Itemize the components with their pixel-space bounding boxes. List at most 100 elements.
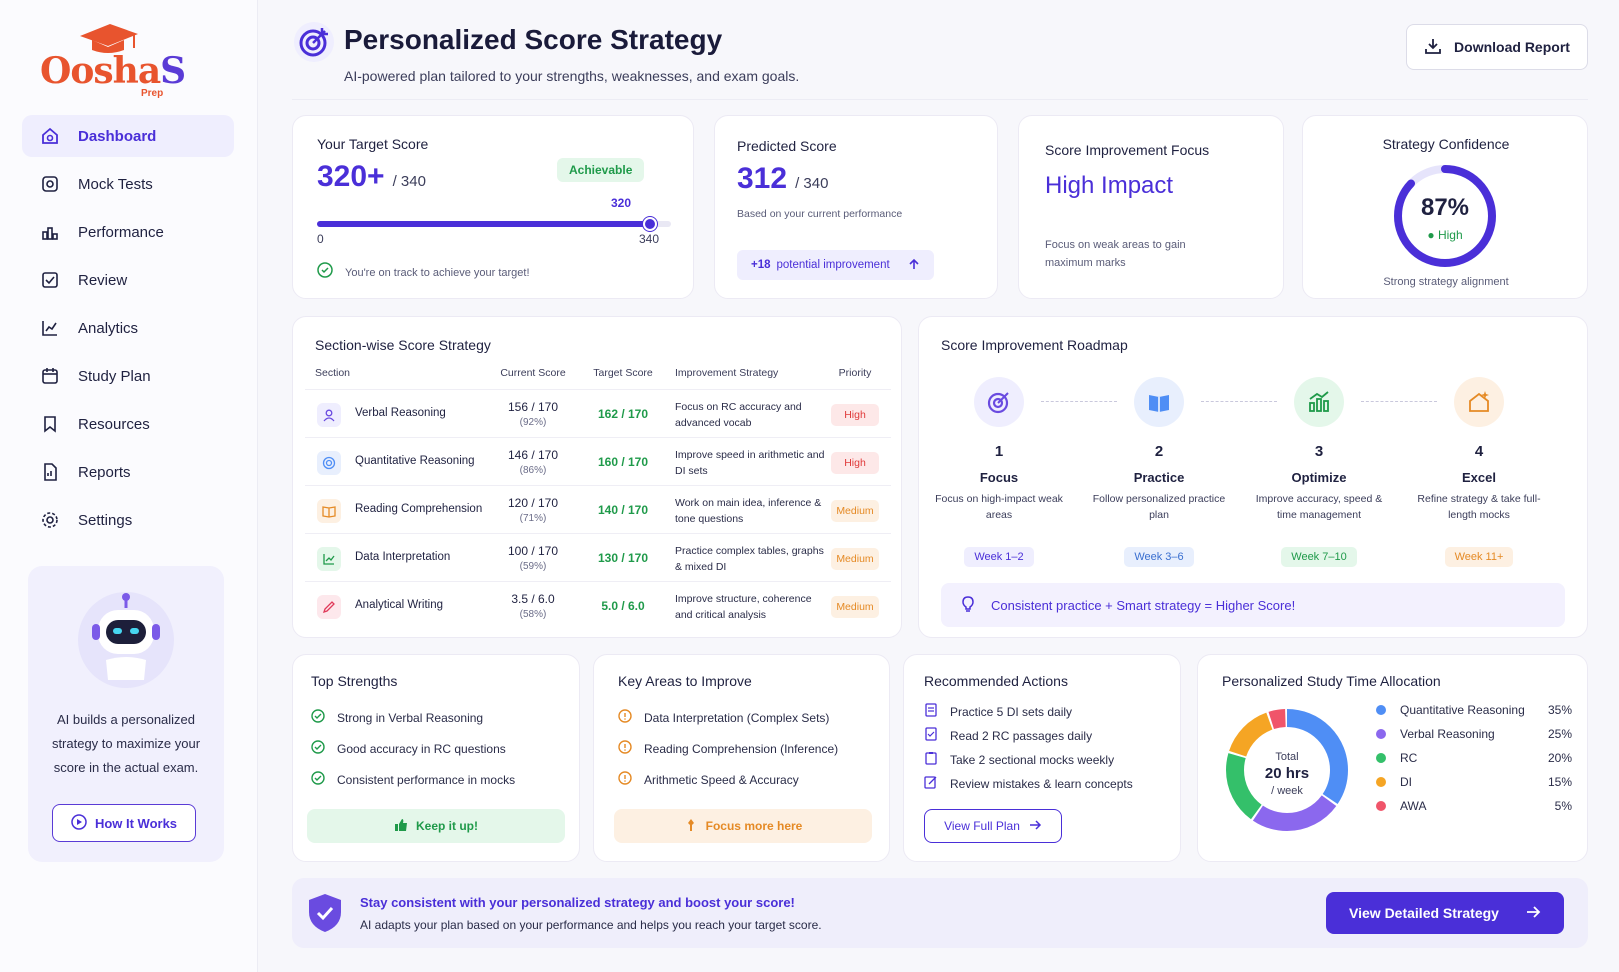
chart-icon xyxy=(317,547,341,571)
improve-text: Reading Comprehension (Inference) xyxy=(644,741,839,756)
robot-icon xyxy=(78,592,174,688)
sidebar-item-analytics[interactable]: Analytics xyxy=(22,307,234,349)
alert-icon xyxy=(618,740,632,757)
step-week: Week 11+ xyxy=(1444,547,1514,567)
achievable-badge: Achievable xyxy=(557,158,645,182)
donut-total-unit: / week xyxy=(1271,785,1303,797)
current-percent: (59%) xyxy=(519,561,547,572)
step-name: Focus xyxy=(979,470,1019,485)
report-icon xyxy=(40,462,60,482)
confidence-level-text: High xyxy=(1437,228,1463,242)
sidebar-item-performance[interactable]: Performance xyxy=(22,211,234,253)
table-row[interactable]: Quantitative Reasoning 146 / 170 (86%) 16… xyxy=(305,437,891,485)
donut-slice-2 xyxy=(1226,709,1348,831)
legend-item: AWA 5% xyxy=(1376,799,1572,813)
key-areas-card: Key Areas to Improve Data Interpretation… xyxy=(593,654,890,862)
predicted-score-note: Based on your current performance xyxy=(737,208,903,220)
predicted-score-title: Predicted Score xyxy=(737,138,837,154)
logo[interactable]: OoshaS Prep xyxy=(40,22,186,102)
target-score: 140 / 170 xyxy=(597,503,649,517)
table-row[interactable]: Data Interpretation 100 / 170 (59%) 130 /… xyxy=(305,533,891,581)
predicted-score-value: 312 xyxy=(737,162,788,195)
list-item: Consistent performance in mocks xyxy=(311,771,515,788)
table-row[interactable]: Reading Comprehension 120 / 170 (71%) 140… xyxy=(305,485,891,533)
sidebar-item-review[interactable]: Review xyxy=(22,259,234,301)
improvement-strategy: Practice complex tables, graphs & mixed … xyxy=(675,545,824,573)
step-description: Focus on high-impact weak areas xyxy=(935,493,1063,521)
target-progress-handle xyxy=(642,217,657,231)
focus-more-button[interactable]: Focus more here xyxy=(614,809,872,843)
target-score-denom: / 340 xyxy=(392,173,426,190)
roadmap-connector xyxy=(1361,401,1437,402)
list-item: Data Interpretation (Complex Sets) xyxy=(618,709,829,726)
roadmap-step-optimize[interactable]: 3 Optimize Improve accuracy, speed & tim… xyxy=(1249,377,1389,567)
keep-it-up-button[interactable]: Keep it up! xyxy=(307,809,565,843)
section-name: Analytical Writing xyxy=(355,599,443,611)
target-score: 5.0 / 6.0 xyxy=(601,599,645,613)
step-name: Optimize xyxy=(1291,470,1347,485)
legend-label: Verbal Reasoning xyxy=(1400,727,1495,741)
sidebar-item-label: Resources xyxy=(78,415,150,433)
focus-value: High Impact xyxy=(1045,172,1174,199)
sidebar-item-reports[interactable]: Reports xyxy=(22,451,234,493)
download-report-button[interactable]: Download Report xyxy=(1406,24,1588,70)
list-item: Practice 5 DI sets daily xyxy=(924,703,1072,720)
action-text: Practice 5 DI sets daily xyxy=(950,704,1073,719)
how-it-works-button[interactable]: How It Works xyxy=(52,804,196,842)
section-strategy-card: Section-wise Score Strategy Section Curr… xyxy=(292,316,902,638)
confidence-arc xyxy=(1394,165,1496,267)
alert-icon xyxy=(618,771,632,788)
section-name: Data Interpretation xyxy=(355,551,451,563)
growth-chart-icon xyxy=(1294,377,1344,427)
bookmark-icon xyxy=(40,414,60,434)
target-marker-label: 320 xyxy=(611,196,632,210)
target-icon xyxy=(294,22,334,62)
list-item: Reading Comprehension (Inference) xyxy=(618,740,838,757)
improvement-focus-card: Score Improvement Focus High Impact Focu… xyxy=(1018,115,1284,299)
strength-text: Strong in Verbal Reasoning xyxy=(337,710,484,725)
donut-total-label: Total xyxy=(1275,751,1299,763)
logo-letter-s: S xyxy=(160,50,186,92)
sparkle-home-icon xyxy=(1454,377,1504,427)
roadmap-banner-text: Consistent practice + Smart strategy = H… xyxy=(991,597,1296,613)
table-row[interactable]: Verbal Reasoning 156 / 170 (92%) 162 / 17… xyxy=(305,389,891,437)
current-percent: (92%) xyxy=(519,417,547,428)
step-week: Week 1–2 xyxy=(964,547,1034,567)
roadmap-step-excel[interactable]: 4 Excel Refine strategy & take full-leng… xyxy=(1409,377,1549,567)
col-target: Target Score xyxy=(593,367,653,379)
action-text: Take 2 sectional mocks weekly xyxy=(950,752,1115,767)
strength-text: Good accuracy in RC questions xyxy=(337,741,506,756)
sidebar-item-dashboard[interactable]: Dashboard xyxy=(22,115,234,157)
improvement-strategy: Improve speed in arithmetic and DI sets xyxy=(675,449,825,477)
view-full-plan-button[interactable]: View Full Plan xyxy=(924,809,1062,843)
performance-icon xyxy=(40,222,60,242)
list-item: Arithmetic Speed & Accuracy xyxy=(618,771,799,788)
target-icon xyxy=(317,451,341,475)
sidebar-item-resources[interactable]: Resources xyxy=(22,403,234,445)
sidebar-item-mock-tests[interactable]: Mock Tests xyxy=(22,163,234,205)
target-score-card: Your Target Score 320+ / 340 Achievable 3… xyxy=(292,115,694,299)
legend-item: Quantitative Reasoning 35% xyxy=(1376,703,1572,717)
view-detailed-strategy-button[interactable]: View Detailed Strategy xyxy=(1326,892,1564,934)
roadmap-title: Score Improvement Roadmap xyxy=(941,337,1128,353)
target-score-value: 320+ xyxy=(317,160,385,193)
step-description: Refine strategy & take full-length mocks xyxy=(1417,493,1541,521)
sidebar-item-label: Study Plan xyxy=(78,367,151,385)
calendar-icon xyxy=(40,366,60,386)
table-row[interactable]: Analytical Writing 3.5 / 6.0 (58%) 5.0 / … xyxy=(305,581,891,629)
sidebar-item-study-plan[interactable]: Study Plan xyxy=(22,355,234,397)
keep-it-up-label: Keep it up! xyxy=(416,819,478,833)
improvement-strategy: Improve structure, coherence and critica… xyxy=(675,593,812,621)
sidebar-item-settings[interactable]: Settings xyxy=(22,499,234,541)
step-number: 4 xyxy=(1474,443,1484,460)
arrow-right-icon xyxy=(1028,818,1042,835)
current-value: 120 / 170 xyxy=(507,496,559,510)
potential-improvement-badge: +18 potential improvement xyxy=(737,250,934,280)
top-strengths-card: Top Strengths Strong in Verbal Reasoning… xyxy=(292,654,580,862)
legend-swatch xyxy=(1376,801,1386,811)
roadmap-step-practice[interactable]: 2 Practice Follow personalized practice … xyxy=(1089,377,1229,567)
priority-badge: Medium xyxy=(831,500,879,522)
sidebar-item-label: Performance xyxy=(78,223,164,241)
strategy-banner: Stay consistent with your personalized s… xyxy=(292,878,1588,948)
roadmap-step-focus[interactable]: 1 Focus Focus on high-impact weak areas … xyxy=(929,377,1069,567)
